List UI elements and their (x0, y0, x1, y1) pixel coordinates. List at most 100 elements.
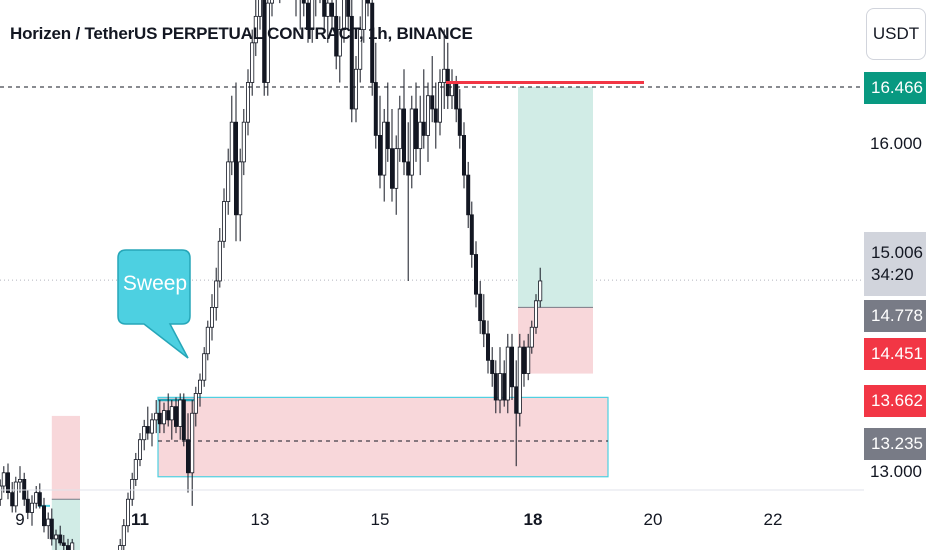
price-label-text: 13.662 (871, 391, 923, 410)
candle-body (505, 346, 510, 401)
candle-body (481, 320, 486, 335)
candle-body (58, 534, 63, 544)
candle-body (190, 412, 195, 474)
candle-body (37, 492, 42, 507)
candle-body (137, 439, 142, 460)
candle-body (118, 545, 123, 550)
candle (154, 400, 159, 434)
candle-body (346, 0, 351, 17)
candle (315, 0, 317, 17)
candle (169, 400, 174, 440)
candle-body (389, 148, 394, 189)
candle (529, 320, 534, 354)
candle-body (337, 29, 342, 57)
candle (257, 0, 262, 30)
candle-body (42, 505, 47, 527)
candle (250, 29, 255, 96)
candle (161, 402, 166, 434)
x-tick-label: 22 (763, 510, 783, 529)
candle (29, 495, 34, 526)
candle-body (214, 280, 219, 308)
candle (397, 95, 402, 162)
x-tick-label: 15 (370, 510, 390, 529)
candle-body (442, 68, 447, 83)
candle (526, 333, 531, 381)
sweep-callout-bubble[interactable] (117, 249, 191, 359)
candle (58, 525, 63, 546)
candle (25, 489, 30, 520)
candle (121, 519, 126, 550)
candle (217, 228, 222, 288)
candle-body (534, 300, 539, 328)
candle-body (257, 0, 262, 17)
currency-selector[interactable]: USDT (866, 8, 926, 60)
candle-body (305, 2, 310, 30)
x-tick-label: 9 (15, 510, 25, 529)
candle (10, 482, 15, 513)
candle (46, 512, 51, 539)
sweep-callout[interactable] (117, 249, 191, 359)
candle (149, 413, 154, 447)
candle-body (490, 359, 495, 374)
candle-body (142, 426, 147, 441)
candle (253, 0, 258, 57)
candle (229, 95, 234, 176)
candle-body (17, 479, 22, 483)
candle (173, 397, 178, 434)
candle (279, 0, 281, 4)
candle (265, 0, 270, 96)
candle (346, 0, 351, 30)
candle (299, 0, 301, 30)
candle-body (193, 393, 198, 414)
candle-body (226, 161, 231, 202)
x-tick-label: 20 (643, 510, 663, 529)
x-tick-label: 11 (131, 510, 149, 529)
candle (329, 0, 334, 30)
candle (205, 320, 210, 361)
candle (22, 472, 27, 506)
x-tick-label: 13 (250, 510, 270, 529)
candle (295, 0, 297, 17)
candle-body (361, 0, 366, 30)
candle (13, 476, 18, 513)
candle-body (238, 161, 243, 216)
candle-body (166, 410, 171, 421)
candle (502, 360, 507, 407)
candle (409, 95, 414, 189)
candle-body (517, 346, 522, 414)
candle-body (22, 479, 27, 500)
candle-body (454, 82, 459, 110)
price-label-zone-low: 13.235 (864, 428, 926, 460)
candle-body (377, 135, 382, 176)
target-zone (518, 87, 593, 308)
candle-body (509, 346, 514, 388)
candle-body (221, 201, 226, 242)
candle-body (202, 353, 207, 381)
candle (310, 0, 315, 43)
candle-body (205, 326, 210, 355)
candle-body (0, 485, 3, 500)
candle (245, 69, 250, 136)
candle-body (449, 82, 454, 97)
candle-body (397, 108, 402, 150)
price-lines (0, 81, 864, 88)
candle (418, 95, 423, 176)
candle-body (466, 174, 471, 216)
candle-body (437, 82, 442, 123)
candle-body (154, 412, 159, 421)
chart-title: Horizen / TetherUS PERPETUAL CONTRACT, 1… (10, 24, 473, 43)
candle (190, 400, 195, 506)
candle (197, 373, 202, 407)
candle-body (133, 459, 138, 480)
candle-body (197, 379, 202, 394)
candle-body (181, 399, 186, 441)
candle (233, 82, 238, 242)
candle-body (353, 68, 358, 110)
price-label-text: 14.451 (871, 344, 923, 363)
candle-body (526, 346, 531, 374)
candle-body (473, 254, 478, 295)
candle (377, 95, 382, 189)
candle-body (149, 419, 154, 434)
candle (301, 0, 306, 17)
